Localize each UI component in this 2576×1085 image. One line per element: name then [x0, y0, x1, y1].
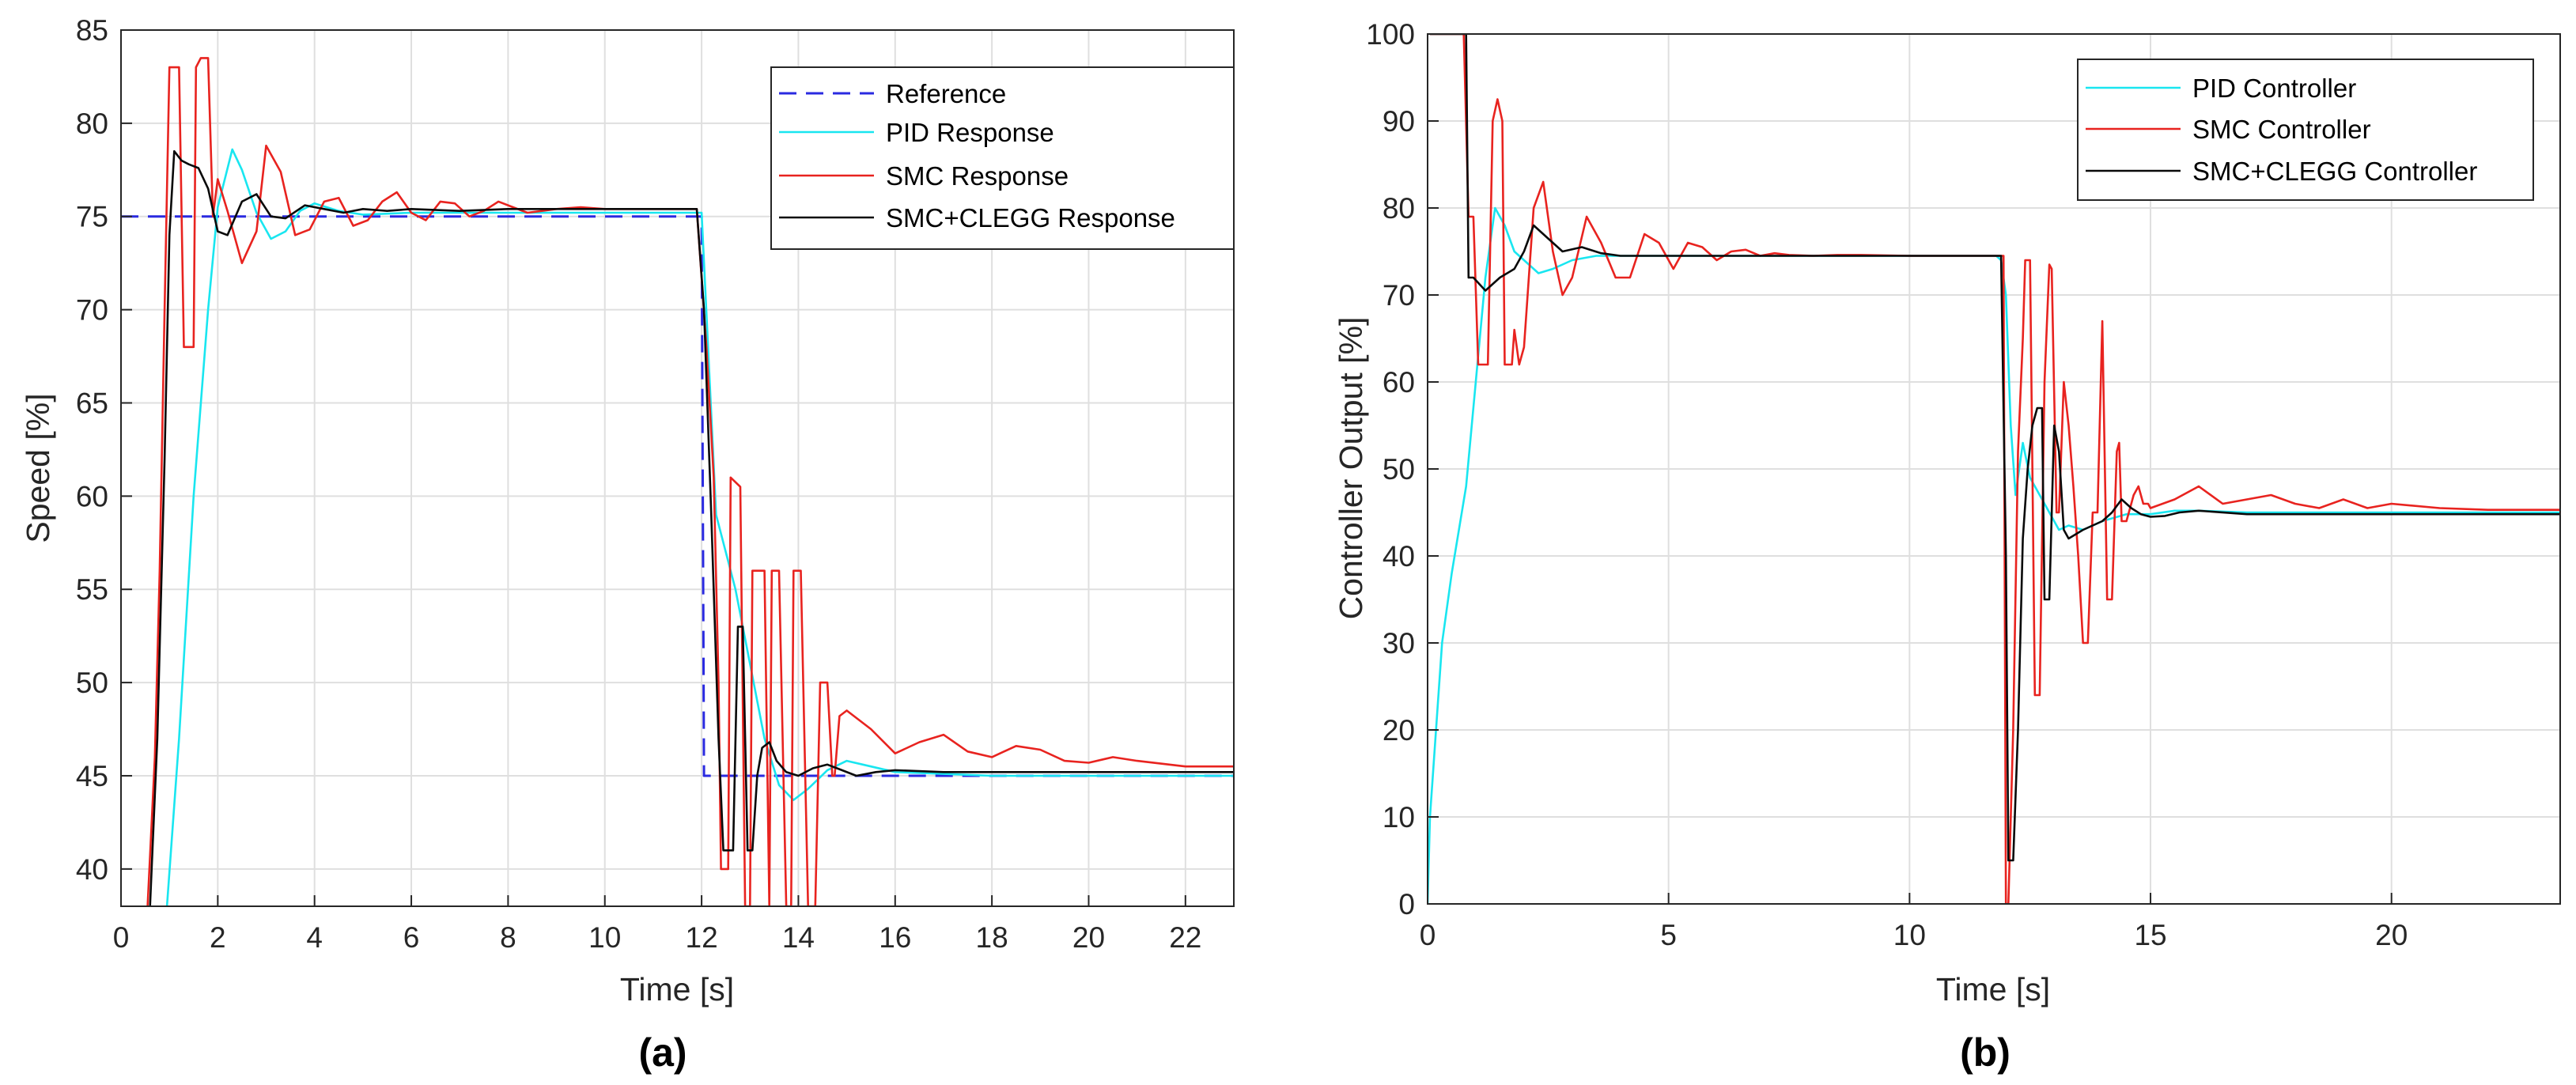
- y-tick-label: 70: [1383, 279, 1415, 312]
- legend-label-reference: Reference: [886, 79, 1006, 108]
- legend-label-smc-clegg-controller: SMC+CLEGG Controller: [2192, 157, 2477, 186]
- series-line-smc-clegg-controller: [1430, 34, 2560, 862]
- ticks-b: 0 5 10 15 20 0 10 20 30 40 50 60 70 80 90 100: [1366, 18, 2408, 951]
- caption-a: (a): [638, 1030, 687, 1075]
- x-tick-label: 18: [976, 921, 1008, 954]
- y-tick-label: 40: [76, 853, 108, 886]
- y-tick-label: 55: [76, 573, 108, 606]
- x-tick-label: 10: [1893, 919, 1926, 951]
- series-line-smc-controller: [1430, 34, 2560, 904]
- y-tick-label: 40: [1383, 540, 1415, 573]
- y-tick-label: 85: [76, 14, 108, 47]
- y-tick-label: 70: [76, 294, 108, 327]
- y-tick-label: 60: [76, 480, 108, 512]
- x-tick-label: 15: [2134, 919, 2166, 951]
- y-tick-label: 0: [1398, 888, 1415, 921]
- caption-b: (b): [1960, 1030, 2010, 1075]
- grid-a: [120, 29, 1234, 906]
- legend-box-a: [770, 66, 1235, 250]
- y-tick-label: 10: [1383, 801, 1415, 834]
- x-tick-label: 2: [210, 921, 226, 954]
- axes-box-a: [120, 29, 1235, 907]
- x-tick-label: 0: [1420, 919, 1436, 951]
- series-line-smc-clegg-response: [149, 149, 1234, 906]
- legend-label-smc-controller: SMC Controller: [2192, 115, 2371, 144]
- y-tick-label: 75: [76, 201, 108, 233]
- y-axis-label-b: Controller Output [%]: [1333, 317, 1369, 620]
- chart-panel-a: 0 2 4 6 8 10 12 14 16 18 20 2240455055606570758085 …: [20, 14, 1235, 1075]
- legend-label-pid-response: PID Response: [886, 118, 1054, 147]
- y-tick-label: 20: [1383, 714, 1415, 747]
- y-tick-label: 100: [1366, 18, 1415, 51]
- x-axis-label-b: Time [s]: [1936, 971, 2050, 1008]
- ticks-a: 0 2 4 6 8 10 12 14 16 18 20 22 40 45 50 55 60 65 70 75 80 85: [76, 14, 1202, 954]
- legend-label-pid-controller: PID Controller: [2192, 74, 2356, 103]
- x-tick-label: 5: [1660, 919, 1677, 951]
- legend-b: PID Controller SMC Controller SMC+CLEGG …: [2077, 59, 2534, 201]
- y-tick-label: 45: [76, 760, 108, 792]
- y-tick-label: 90: [1383, 105, 1415, 138]
- legend-label-smc-response: SMC Response: [886, 161, 1069, 191]
- series-line-pid-response: [165, 148, 1234, 906]
- series-group-a: [121, 57, 1234, 906]
- x-tick-label: 10: [588, 921, 621, 954]
- y-tick-label: 80: [76, 108, 108, 140]
- x-tick-label: 8: [500, 921, 516, 954]
- series-group-b: [1428, 34, 2560, 904]
- x-tick-label: 4: [306, 921, 323, 954]
- x-tick-label: 20: [2375, 919, 2408, 951]
- x-tick-label: 20: [1072, 921, 1105, 954]
- y-tick-label: 60: [1383, 366, 1415, 399]
- y-tick-label: 80: [1383, 192, 1415, 225]
- x-tick-label: 12: [686, 921, 718, 954]
- legend-a: Reference PID Response SMC Response SMC+…: [770, 66, 1235, 250]
- x-tick-label: 6: [403, 921, 420, 954]
- y-tick-label: 30: [1383, 627, 1415, 660]
- y-tick-label: 65: [76, 387, 108, 419]
- y-axis-label-a: Speed [%]: [20, 393, 56, 542]
- legend-label-smc-clegg-response: SMC+CLEGG Response: [886, 203, 1175, 232]
- y-tick-label: 50: [1383, 453, 1415, 486]
- y-tick-label: 50: [76, 667, 108, 699]
- x-tick-label: 14: [782, 921, 815, 954]
- x-tick-label: 22: [1169, 921, 1201, 954]
- x-tick-label: 0: [113, 921, 130, 954]
- x-axis-label-a: Time [s]: [620, 971, 734, 1008]
- x-tick-label: 16: [879, 921, 911, 954]
